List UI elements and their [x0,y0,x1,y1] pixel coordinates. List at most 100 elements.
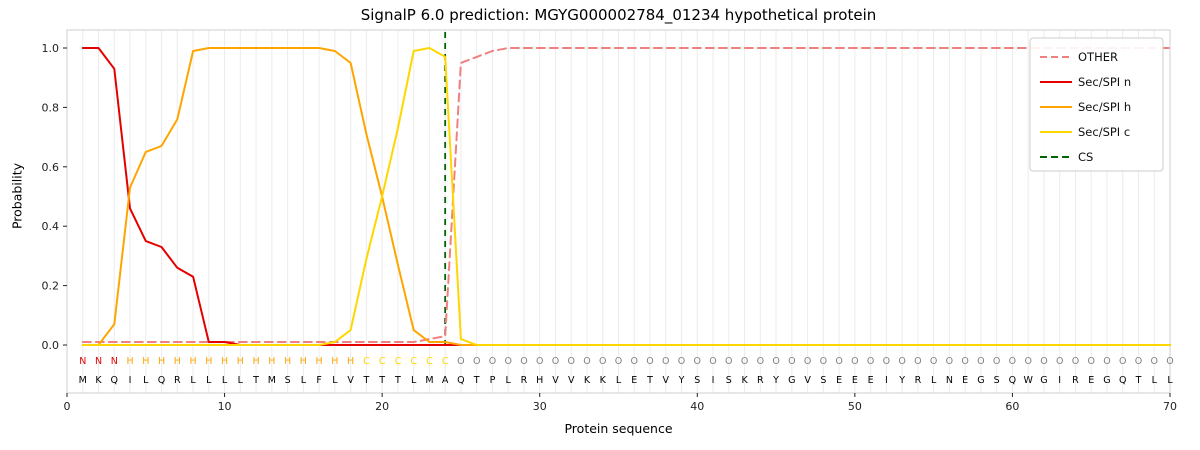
sequence-letter: V [568,375,575,386]
sequence-letter: Q [457,375,464,386]
sequence-letter: E [852,375,858,386]
sequence-letter: A [442,375,449,386]
sequence-letter: Q [111,375,118,386]
region-letter: H [284,356,291,367]
region-letter: O [820,356,827,367]
region-letter: O [741,356,748,367]
sequence-letter: G [977,375,984,386]
sequence-letter: E [631,375,637,386]
legend-box [1029,37,1164,172]
legend-label: Sec/SPI n [1078,75,1131,89]
region-letter: O [835,356,842,367]
sequence-letter: L [506,375,512,386]
region-letter: H [331,356,338,367]
legend-label: CS [1078,150,1093,164]
region-letter: O [536,356,543,367]
region-letter: O [646,356,653,367]
legend-label: Sec/SPI h [1078,100,1131,114]
region-letter: H [300,356,307,367]
region-letter: C [426,356,433,367]
series-sec-spi-c [81,47,1171,346]
y-tick-label: 0.8 [42,101,60,114]
x-tick-label: 30 [533,400,547,413]
region-letter: O [520,356,527,367]
region-letter: O [599,356,606,367]
sequence-letter: L [931,375,937,386]
sequence-letter: S [694,375,700,386]
sequence-letter: T [646,375,653,386]
sequence-letter: K [600,375,607,386]
gridlines [82,30,1171,393]
sequence-letter: K [741,375,748,386]
region-letter: H [221,356,228,367]
sequence-letter: T [1135,375,1142,386]
sequence-letter: K [95,375,102,386]
region-letter: H [142,356,149,367]
region-letter: H [253,356,260,367]
sequence-letter: I [885,375,888,386]
sequence-letter: S [994,375,1000,386]
sequence-letter: T [394,375,401,386]
region-letter: H [316,356,323,367]
region-letter: O [709,356,716,367]
sequence-letter: S [726,375,732,386]
region-letter: N [95,356,102,367]
sequence-letter: L [143,375,149,386]
region-letter: O [757,356,764,367]
x-tick-label: 20 [375,400,389,413]
sequence-letter: Q [1009,375,1016,386]
region-letter: O [883,356,890,367]
plot-frame [66,29,1171,394]
region-letter: O [1151,356,1158,367]
legend-label: Sec/SPI c [1078,125,1130,139]
sequence-letter: L [238,375,244,386]
region-letter: O [851,356,858,367]
legend: OTHER Sec/SPI n Sec/SPI h Sec/SPI c CS [1029,37,1164,172]
region-letter: C [442,356,449,367]
sequence-letter: M [268,375,276,386]
region-letter: O [898,356,905,367]
region-letter: O [946,356,953,367]
x-tick-label: 10 [218,400,232,413]
x-tick-label: 60 [1005,400,1019,413]
sequence-letter: I [129,375,132,386]
sequence-letter: R [757,375,764,386]
region-letter: H [205,356,212,367]
region-letter: H [126,356,133,367]
region-letter: O [725,356,732,367]
sequence-letter: Y [898,375,905,386]
y-tick-label: 0.4 [42,220,60,233]
axis-ticks: 0 10 20 30 40 50 60 70 0.0 0.2 0.4 0.6 0.8 1.0 [42,42,1178,413]
sequence-letter: S [820,375,826,386]
region-letter: C [379,356,386,367]
region-letter: O [678,356,685,367]
region-letter: C [395,356,402,367]
sequence-letter: R [174,375,181,386]
sequence-letter: G [1103,375,1110,386]
region-letter: O [914,356,921,367]
region-letter: O [489,356,496,367]
region-letter: O [694,356,701,367]
region-letter: O [1009,356,1016,367]
sequence-letter: F [316,375,321,386]
x-tick-label: 0 [64,400,71,413]
region-letter: O [504,356,511,367]
sequence-letter: Q [1119,375,1126,386]
region-letter: O [1103,356,1110,367]
sequence-letter: I [1058,375,1061,386]
sequence-letter: R [1072,375,1079,386]
sequence-letter: E [962,375,968,386]
sequence-letter: L [222,375,228,386]
region-letter: O [567,356,574,367]
region-letter: O [788,356,795,367]
x-tick-label: 50 [848,400,862,413]
region-letter: O [1040,356,1047,367]
region-letter: O [804,356,811,367]
sequence-letter: E [836,375,842,386]
sequence-letter: G [1040,375,1047,386]
sequence-letter: V [804,375,811,386]
sequence-letter: R [915,375,922,386]
region-letter: H [158,356,165,367]
